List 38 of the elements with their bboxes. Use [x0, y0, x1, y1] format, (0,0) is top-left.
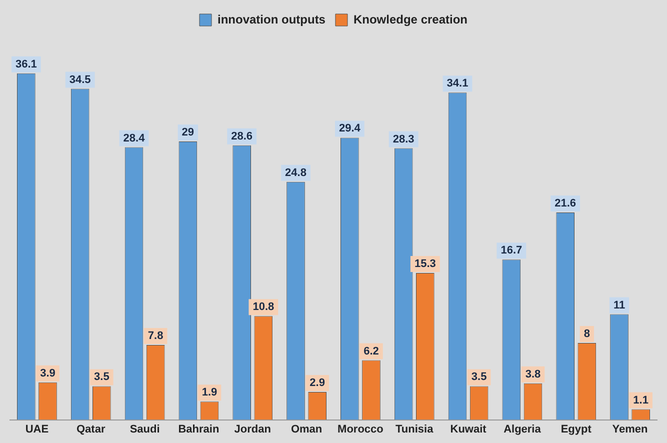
x-tick-label: Jordan — [234, 423, 272, 436]
data-label: 2.9 — [310, 377, 325, 390]
data-label: 34.5 — [69, 74, 91, 86]
x-tick-label: Algeria — [504, 423, 542, 436]
x-tick-label: Bahrain — [178, 423, 220, 436]
x-tick-label: Saudi — [130, 423, 160, 436]
x-tick-label: Morocco — [338, 423, 384, 436]
data-label: 8 — [584, 328, 590, 340]
data-label: 21.6 — [554, 198, 576, 210]
data-label: 11 — [613, 299, 626, 312]
data-label: 16.7 — [500, 244, 522, 257]
data-label: 3.8 — [525, 368, 541, 380]
legend-label: Knowledge creation — [353, 12, 468, 26]
data-label: 3.5 — [94, 371, 110, 384]
data-label: 3.9 — [40, 367, 56, 380]
data-label: 28.3 — [392, 133, 414, 146]
data-label: 28.4 — [123, 132, 146, 144]
x-tick-label: Tunisia — [396, 423, 434, 436]
data-label: 28.6 — [231, 130, 253, 142]
data-label: 24.8 — [285, 166, 306, 179]
x-tick-label: Kuwait — [450, 423, 487, 436]
data-label: 1.1 — [633, 394, 648, 406]
data-label: 36.1 — [15, 58, 37, 70]
data-label: 6.2 — [364, 345, 379, 358]
legend-label: innovation outputs — [218, 12, 326, 26]
data-label: 1.9 — [202, 386, 218, 399]
x-tick-label: Qatar — [76, 423, 106, 436]
data-label: 34.1 — [446, 78, 468, 90]
data-label: 15.3 — [414, 258, 436, 270]
x-tick-label: Egypt — [560, 423, 592, 436]
x-tick-label: UAE — [25, 423, 49, 436]
data-label: 10.8 — [252, 301, 274, 314]
data-label: 3.5 — [471, 371, 487, 384]
data-label: 7.8 — [148, 330, 164, 342]
x-tick-label: Oman — [290, 423, 322, 436]
x-tick-label: Yemen — [612, 423, 648, 436]
data-label: 29.4 — [338, 122, 362, 135]
data-label: 29 — [182, 126, 194, 139]
